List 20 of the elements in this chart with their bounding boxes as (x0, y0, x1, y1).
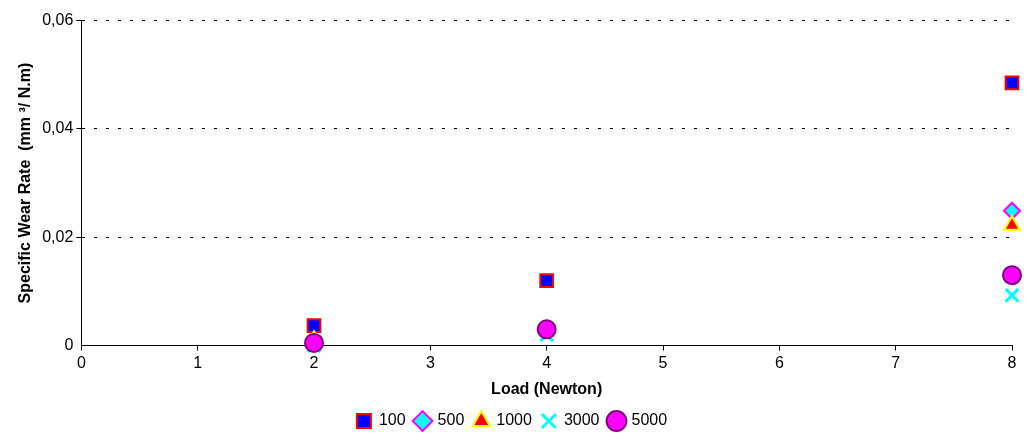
x-tick-label: 6 (774, 353, 784, 371)
x-axis-title: Load (Newton) (491, 379, 603, 397)
y-tick-label: 0,02 (42, 227, 74, 245)
x-tick-label: 3 (425, 353, 435, 371)
legend-label: 100 (378, 411, 406, 429)
x-tick-label: 2 (309, 353, 319, 371)
x-tick-label: 0 (76, 353, 86, 371)
y-tick-label: 0,04 (42, 119, 74, 137)
y-tick-label: 0 (64, 336, 74, 354)
legend-label: 5000 (631, 411, 668, 429)
y-axis-title: Specific Wear Rate (mm ³/ N.m) (16, 62, 34, 304)
x-tick-label: 7 (891, 353, 901, 371)
x-tick-label: 8 (1007, 353, 1017, 371)
legend-label: 3000 (563, 411, 600, 429)
x-tick-label: 1 (193, 353, 203, 371)
legend-label: 1000 (496, 411, 532, 429)
x-tick-label: 4 (542, 353, 552, 371)
legend-label: 500 (437, 411, 465, 429)
x-tick-label: 5 (658, 353, 668, 371)
y-tick-label: 0,06 (42, 11, 74, 29)
